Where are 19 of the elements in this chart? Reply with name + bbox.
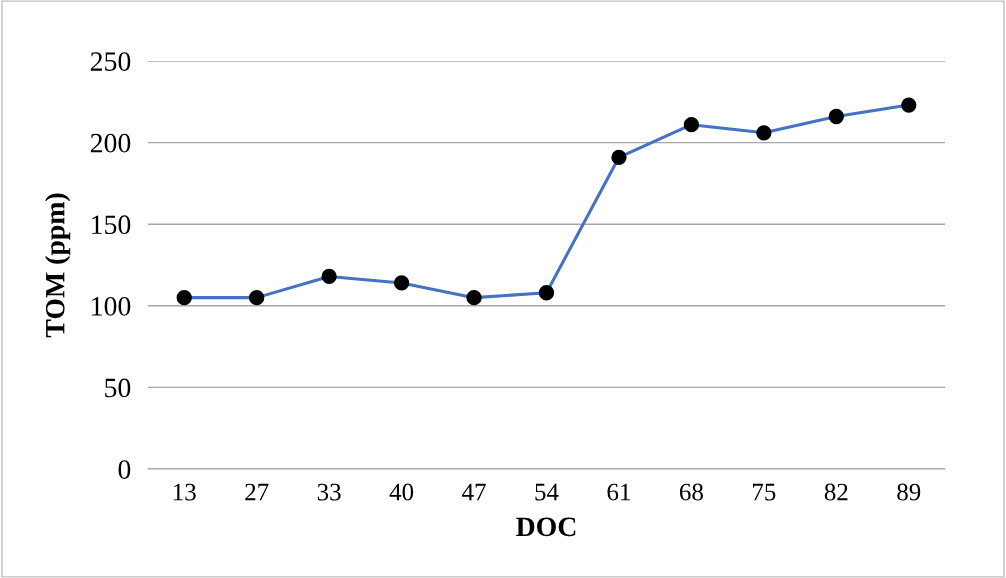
- x-tick-label: 89: [897, 483, 921, 501]
- x-tick-label: 75: [753, 483, 776, 501]
- x-tick-label: 61: [607, 483, 630, 501]
- y-axis-title: TOM (ppm): [45, 193, 71, 338]
- x-tick-label: 27: [245, 483, 269, 501]
- y-tick-label: 50: [105, 378, 131, 398]
- x-tick-label: 47: [462, 483, 486, 501]
- x-tick-label: 68: [679, 483, 703, 501]
- y-tick-label: 200: [90, 133, 131, 153]
- x-tick-label: 33: [317, 483, 341, 501]
- x-tick-label: 54: [535, 483, 559, 501]
- y-tick-label: 250: [90, 52, 131, 71]
- y-tick-label: 100: [92, 296, 131, 316]
- x-tick-label: 40: [389, 483, 414, 501]
- x-tick-label: 13: [173, 483, 196, 501]
- x-tick-label: 82: [824, 483, 848, 501]
- x-axis-title: DOC: [516, 517, 576, 537]
- y-tick-label: 150: [92, 215, 131, 235]
- y-tick-label: 0: [118, 460, 131, 479]
